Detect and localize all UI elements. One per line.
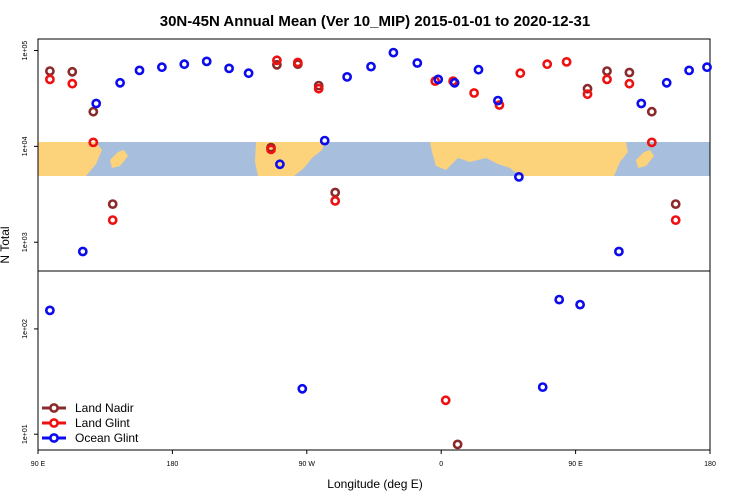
ocean-glint-point (134, 65, 145, 76)
land-glint-point (330, 195, 341, 206)
legend-label-land-nadir: Land Nadir (75, 401, 134, 415)
ocean-glint-point (412, 58, 423, 68)
ocean-glint-point (433, 74, 444, 85)
ocean-glint-point (614, 246, 624, 257)
x-tick-label: 180 (704, 461, 716, 468)
ocean-glint-point (156, 62, 167, 73)
data-points (45, 47, 712, 450)
land-glint-point (266, 144, 276, 155)
ocean-glint-point (274, 159, 285, 170)
legend-label-land-glint: Land Glint (75, 416, 130, 430)
ocean-glint-point (319, 135, 330, 146)
land-glint-point (602, 74, 612, 85)
land-nadir-point (107, 199, 118, 209)
ocean-glint-point (179, 59, 190, 70)
ocean-glint-point (388, 47, 399, 58)
chart-title: 30N-45N Annual Mean (Ver 10_MIP) 2015-01… (160, 13, 590, 30)
map-land-asia-east (38, 142, 102, 176)
ocean-glint-point (473, 64, 484, 75)
legend-marker-land-glint (49, 418, 59, 428)
land-nadir-point (45, 66, 55, 76)
land-glint-point (271, 55, 282, 66)
y-tick-label: 1e+01 (22, 424, 29, 444)
land-glint-point (542, 59, 553, 70)
land-glint-point (561, 57, 572, 67)
x-tick-label: 90 W (299, 461, 316, 468)
land-glint-point (469, 88, 479, 98)
land-nadir-point (624, 67, 635, 78)
ocean-glint-point (366, 61, 376, 72)
x-tick-label: 90 E (568, 461, 583, 468)
ocean-glint-point (224, 63, 234, 74)
x-tick-label: 180 (167, 461, 179, 468)
ocean-glint-point (554, 294, 565, 305)
land-glint-point (67, 78, 78, 89)
land-glint-point (88, 137, 99, 148)
ocean-glint-point (661, 77, 672, 88)
land-glint-point (107, 215, 118, 225)
land-nadir-point (271, 59, 282, 70)
ocean-glint-point (636, 98, 647, 109)
x-axis-label: Longitude (deg E) (327, 477, 422, 491)
ocean-glint-point (243, 68, 254, 79)
land-glint-point (515, 68, 526, 79)
land-nadir-point (582, 83, 593, 94)
land-nadir-point (670, 199, 681, 209)
y-tick-label: 1e+05 (22, 41, 29, 61)
land-nadir-point (452, 439, 463, 450)
land-nadir-point (646, 106, 657, 117)
ocean-glint-point (702, 62, 712, 73)
legend-label-ocean-glint: Ocean Glint (75, 431, 139, 445)
y-tick-label: 1e+02 (22, 319, 29, 339)
ocean-glint-point (492, 95, 503, 106)
world-map-band (38, 142, 710, 176)
land-glint-point (624, 78, 635, 89)
y-tick-label: 1e+04 (22, 136, 29, 156)
ocean-glint-point (514, 171, 524, 182)
plot-frame (37, 38, 711, 451)
x-axis: 90 E 180 90 W 0 90 E 180 (31, 450, 716, 468)
ocean-glint-point (201, 56, 212, 67)
ocean-glint-point (115, 77, 125, 88)
ocean-glint-point (45, 305, 55, 316)
ocean-glint-point (684, 65, 694, 76)
legend-marker-ocean-glint (49, 433, 59, 443)
land-glint-point (45, 74, 55, 85)
land-nadir-point (602, 66, 612, 76)
ocean-glint-point (91, 98, 102, 109)
land-glint-point (313, 83, 324, 94)
y-tick-label: 1e+03 (22, 232, 29, 252)
ocean-glint-point (77, 246, 88, 257)
land-glint-point (582, 89, 593, 100)
land-glint-point (292, 57, 303, 68)
map-land-japan (110, 150, 128, 168)
y-axis-label: N Total (0, 226, 12, 263)
land-nadir-point (330, 187, 341, 198)
ocean-glint-point (575, 299, 585, 310)
land-glint-point (646, 137, 657, 148)
y-axis-lower: 1e+01 1e+02 (22, 319, 38, 444)
map-land-eurasia-africa (430, 142, 628, 176)
land-glint-point (440, 395, 451, 406)
y-axis-upper: 1e+03 1e+04 1e+05 (22, 41, 38, 252)
land-nadir-point (67, 66, 78, 77)
x-tick-label: 0 (439, 461, 443, 468)
ocean-glint-point (537, 382, 548, 392)
land-nadir-point (88, 106, 99, 117)
land-glint-point (670, 215, 681, 225)
ocean-glint-point (297, 383, 308, 394)
ocean-glint-point (342, 72, 352, 82)
legend-marker-land-nadir (49, 403, 59, 413)
map-land-japan-2 (636, 150, 654, 168)
x-tick-label: 90 E (31, 461, 46, 468)
ocean-glint-point (449, 77, 460, 88)
